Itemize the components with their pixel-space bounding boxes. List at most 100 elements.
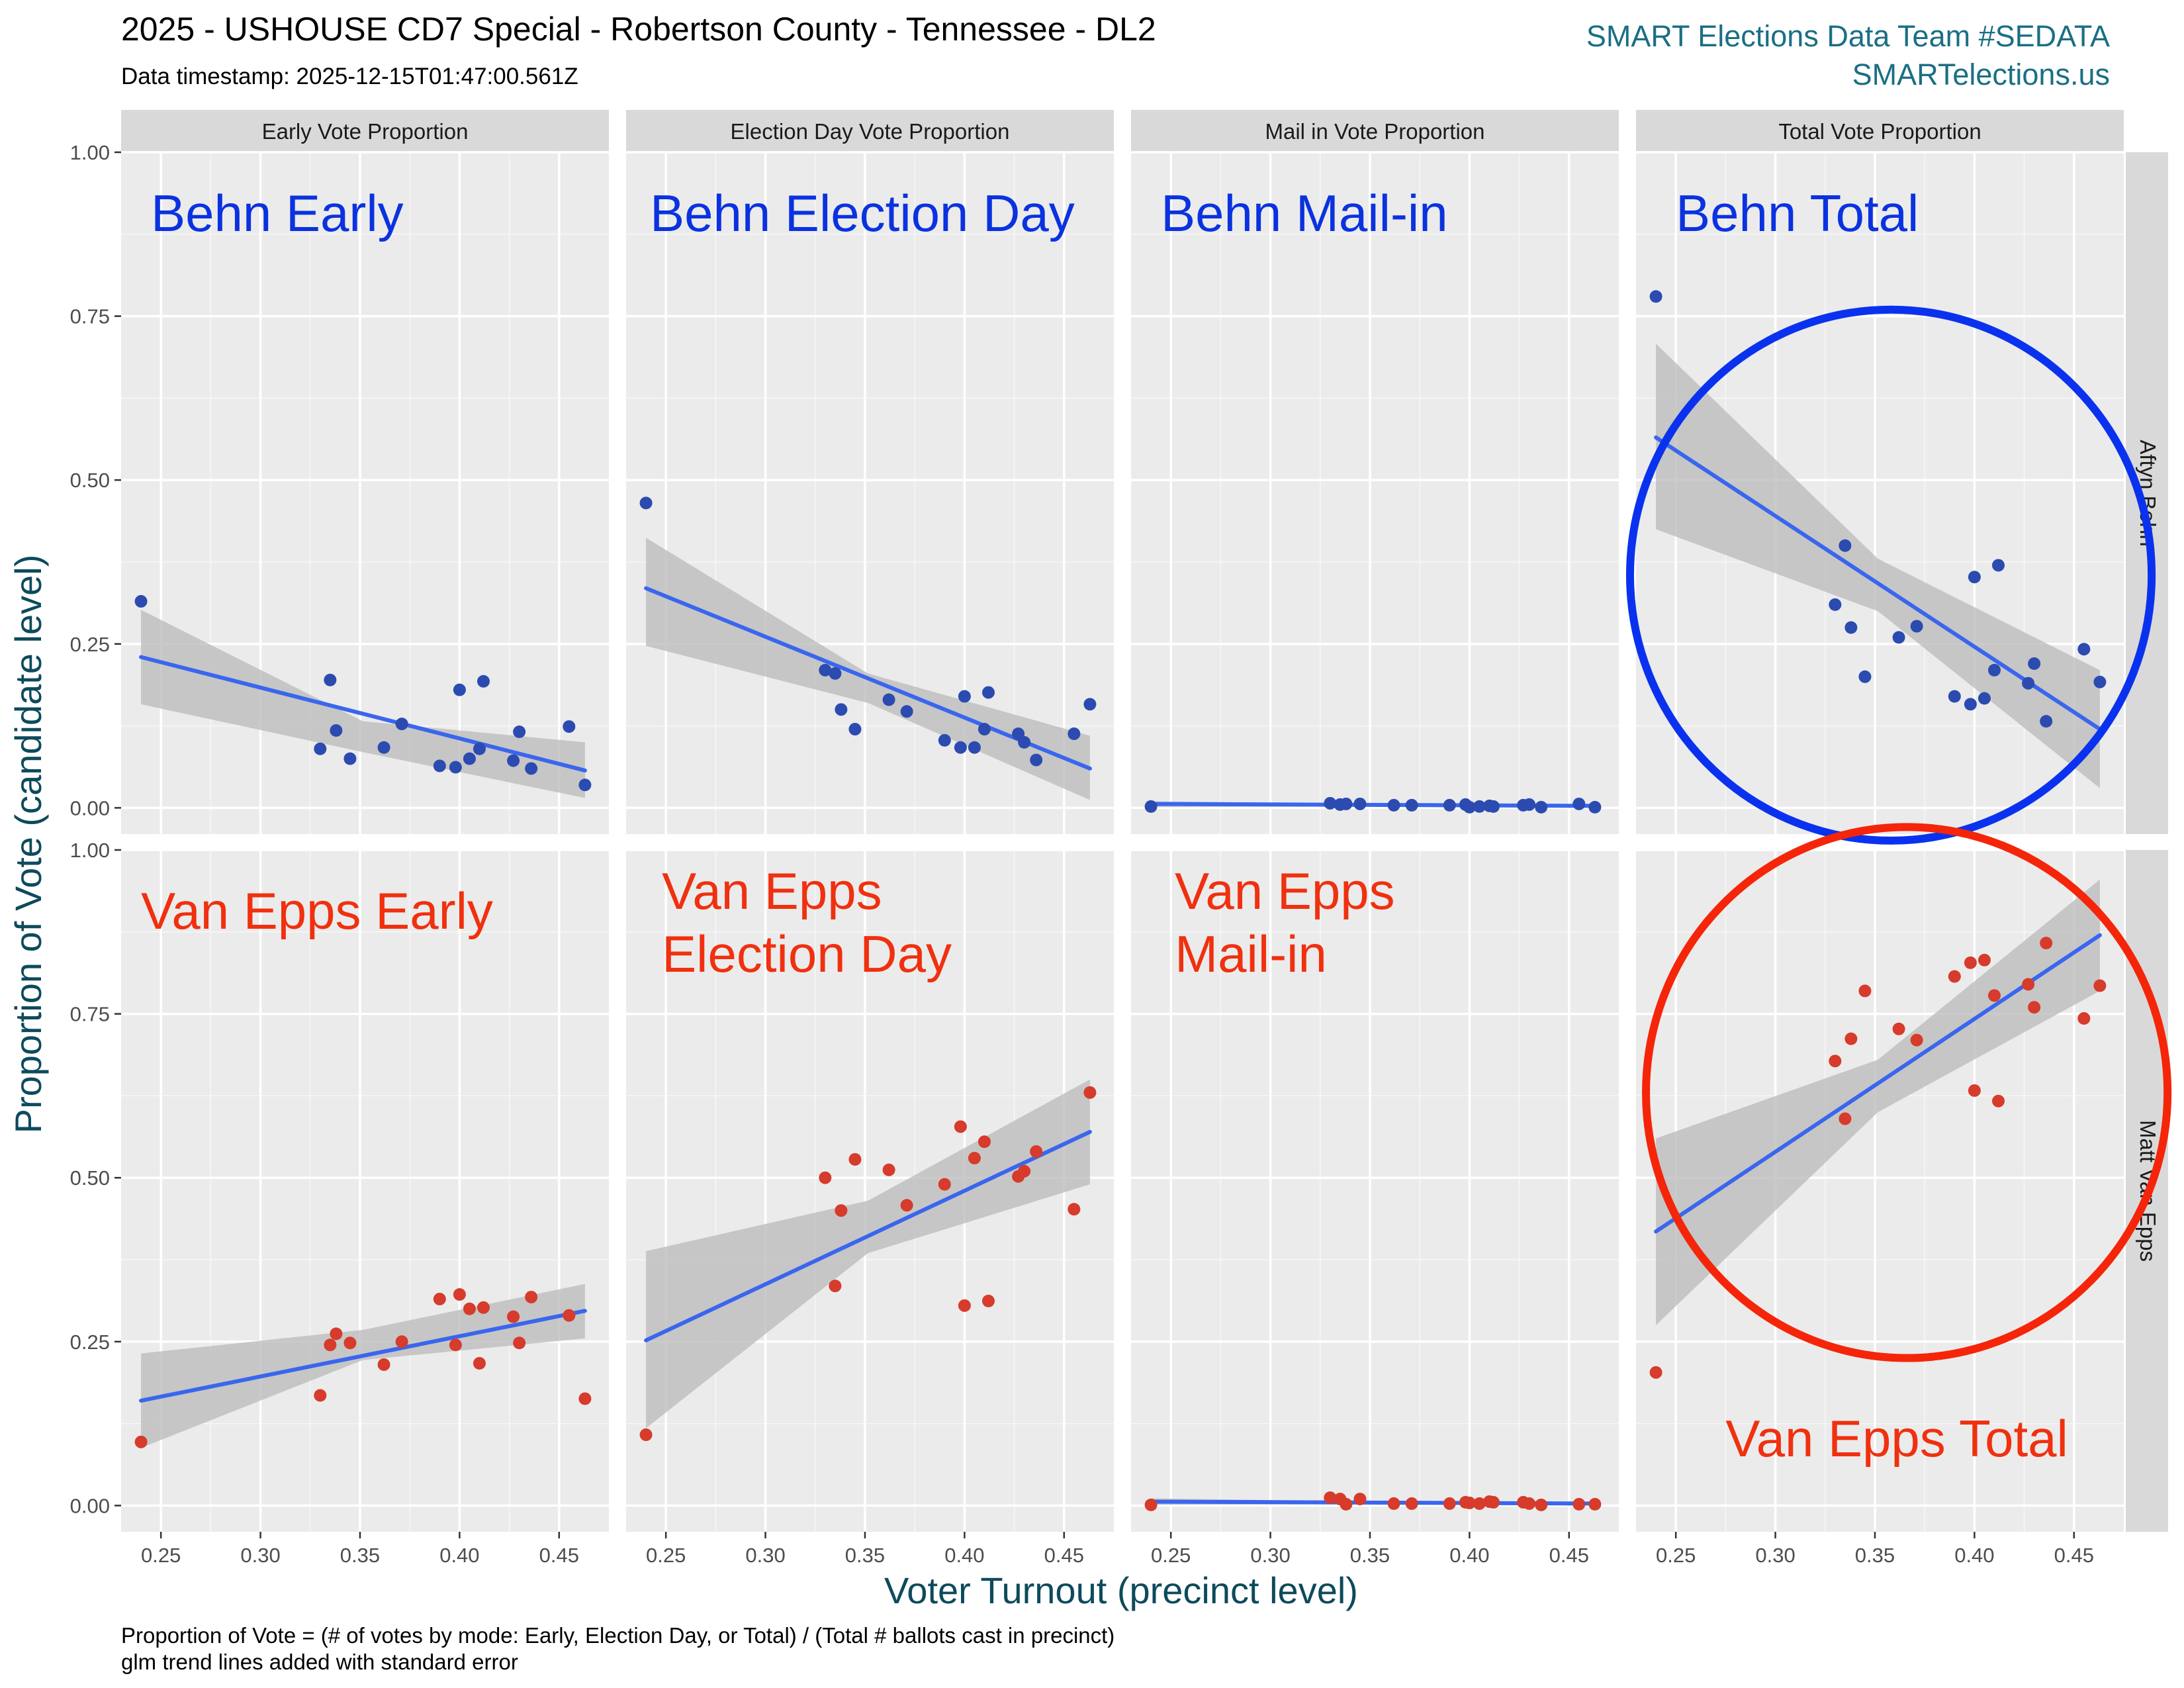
data-point	[314, 1389, 327, 1402]
data-point	[324, 1338, 337, 1352]
data-point	[578, 778, 592, 792]
data-point	[968, 741, 981, 754]
y-tick-label: 0.00	[70, 1494, 110, 1517]
data-point	[463, 1302, 476, 1315]
data-point	[1892, 1022, 1905, 1035]
panel-annotation: Mail-in	[1175, 925, 1327, 983]
caption-line-2: glm trend lines added with standard erro…	[121, 1650, 518, 1674]
panel-annotation: Behn Total	[1676, 184, 1919, 242]
x-tick-label: 0.45	[539, 1544, 579, 1567]
data-point	[473, 1356, 486, 1370]
data-point	[1340, 797, 1353, 810]
x-tick-label: 0.40	[439, 1544, 479, 1567]
data-point	[639, 1428, 653, 1441]
column-strip-label: Total Vote Proportion	[1778, 119, 1981, 144]
data-point	[1353, 797, 1367, 810]
data-point	[449, 1338, 462, 1352]
data-point	[1964, 698, 1977, 711]
panel-annotation: Van Epps Early	[141, 882, 493, 940]
data-point	[1144, 800, 1158, 813]
x-axis-title: Voter Turnout (precinct level)	[884, 1570, 1358, 1611]
data-point	[848, 723, 862, 736]
data-point	[449, 761, 462, 774]
data-point	[1030, 753, 1043, 767]
data-point	[1324, 1491, 1337, 1504]
data-point	[563, 1309, 576, 1322]
data-point	[477, 675, 490, 688]
x-tick-label: 0.30	[1250, 1544, 1290, 1567]
data-point	[1523, 1497, 1536, 1510]
data-point	[377, 741, 390, 754]
data-point	[433, 1292, 446, 1305]
data-point	[978, 1135, 991, 1149]
data-point	[1463, 800, 1476, 814]
data-point	[1523, 798, 1536, 811]
data-point	[2093, 675, 2107, 688]
caption-line-1: Proportion of Vote = (# of votes by mode…	[121, 1623, 1115, 1648]
data-point	[1987, 989, 2001, 1002]
column-strip-label: Early Vote Proportion	[262, 119, 469, 144]
data-point	[1535, 800, 1548, 814]
data-point	[1405, 1497, 1418, 1510]
standard-error-ribbon	[646, 1079, 1090, 1429]
data-point	[1588, 800, 1602, 814]
x-tick-label: 0.45	[1044, 1544, 1084, 1567]
data-point	[829, 667, 842, 680]
data-point	[2040, 715, 2053, 728]
data-point	[330, 724, 343, 737]
data-point	[848, 1152, 862, 1166]
data-point	[1572, 797, 1586, 810]
panel-annotation: Van Epps	[1175, 862, 1394, 920]
data-point	[473, 742, 486, 755]
data-point	[938, 733, 951, 747]
data-point	[1387, 798, 1400, 812]
data-point	[1473, 800, 1486, 813]
data-point	[525, 762, 538, 775]
y-tick-label: 0.00	[70, 796, 110, 820]
x-tick-label: 0.30	[1755, 1544, 1795, 1567]
y-tick-label: 1.00	[70, 141, 110, 164]
data-point	[1892, 631, 1905, 644]
data-point	[819, 1171, 832, 1184]
data-point	[1910, 620, 1923, 633]
data-point	[1948, 970, 1961, 983]
data-point	[1858, 670, 1872, 683]
data-point	[1144, 1498, 1158, 1511]
data-point	[1405, 798, 1418, 812]
data-point	[525, 1290, 538, 1303]
data-point	[134, 1435, 148, 1448]
panel	[1131, 151, 1619, 834]
data-point	[1443, 1497, 1456, 1510]
highlight-circle	[1642, 823, 2172, 1362]
data-point	[1948, 690, 1961, 703]
data-point	[1649, 290, 1662, 303]
data-point	[1068, 727, 1081, 740]
x-tick-label: 0.25	[1151, 1544, 1191, 1567]
panel-background	[121, 152, 609, 834]
x-tick-label: 0.45	[2054, 1544, 2094, 1567]
data-point	[1991, 559, 2005, 572]
data-point	[563, 720, 576, 733]
data-point	[1829, 1055, 1842, 1068]
chart-title: 2025 - USHOUSE CD7 Special - Robertson C…	[121, 11, 1156, 48]
data-point	[1844, 1032, 1858, 1045]
y-tick-label: 0.75	[70, 305, 110, 328]
data-point	[1068, 1203, 1081, 1216]
trend-line	[139, 1309, 587, 1403]
data-point	[1486, 800, 1500, 813]
data-point	[377, 1358, 390, 1371]
data-point	[513, 1336, 526, 1350]
x-tick-label: 0.40	[1449, 1544, 1489, 1567]
data-point	[1018, 735, 1031, 749]
y-tick-label: 0.75	[70, 1003, 110, 1026]
data-point	[1991, 1094, 2005, 1107]
data-point	[1083, 1086, 1097, 1099]
data-point	[1083, 698, 1097, 711]
data-point	[513, 726, 526, 738]
data-point	[819, 663, 832, 677]
data-point	[1964, 956, 1977, 969]
data-point	[2077, 643, 2091, 656]
data-point	[1844, 621, 1858, 634]
data-point	[2077, 1012, 2091, 1025]
